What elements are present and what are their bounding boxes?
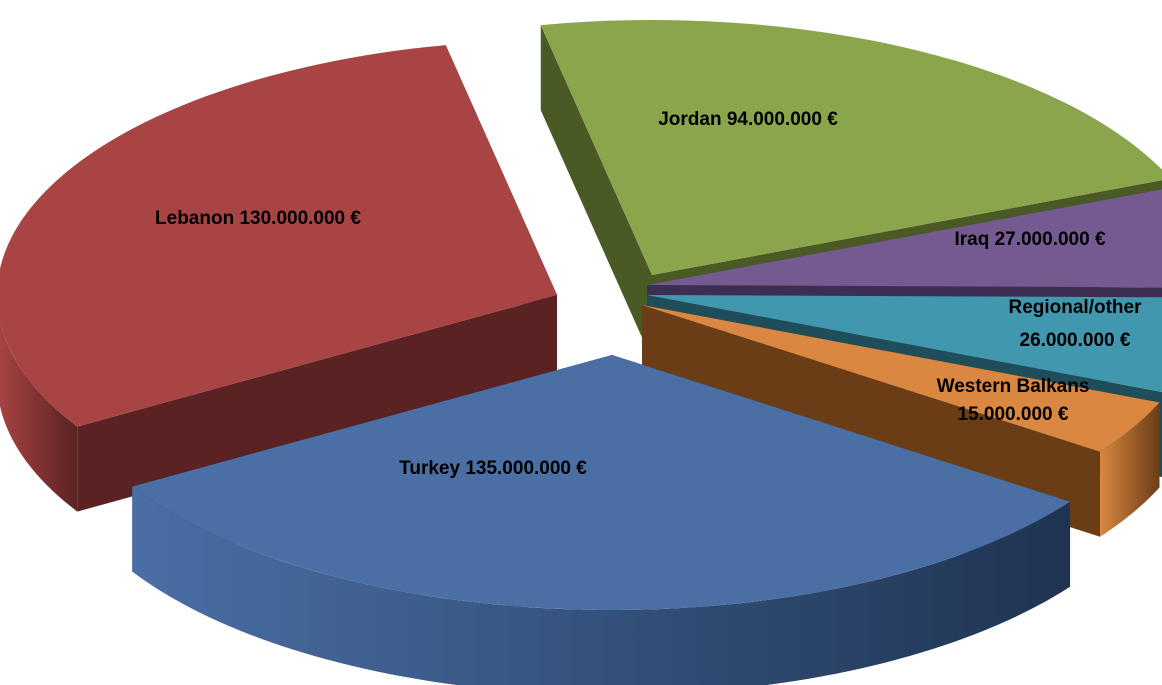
label-western-balkans-line-0: Western Balkans	[937, 376, 1090, 397]
label-regional-other-line-0: Regional/other	[1008, 297, 1142, 318]
pie-labels: Jordan 94.000.000 € Iraq 27.000.000 € Regi…	[155, 109, 1142, 479]
slice-jordan	[540, 20, 1162, 275]
western-balkans-side	[1100, 402, 1160, 537]
slice-western-balkans	[642, 305, 1160, 452]
label-western-balkans: Western Balkans 15.000.000 €	[937, 376, 1090, 425]
lebanon-wall-0	[77, 295, 558, 512]
slice-lebanon	[0, 45, 557, 427]
label-western-balkans-line-1: 15.000.000 €	[958, 404, 1069, 425]
slice-regional-other	[647, 295, 1162, 393]
label-turkey: Turkey 135.000.000 €	[399, 458, 587, 479]
slice-iraq	[647, 189, 1162, 288]
label-lebanon: Lebanon 130.000.000 €	[155, 208, 361, 229]
lebanon-side	[0, 321, 78, 512]
label-regional-other: Regional/other 26.000.000 €	[1008, 297, 1142, 351]
slice-turkey	[132, 355, 1071, 610]
label-regional-other-line-1: 26.000.000 €	[1020, 330, 1131, 351]
jordan-wall-0	[540, 25, 652, 361]
turkey-side	[132, 486, 1071, 685]
pie-tops	[0, 20, 1162, 610]
label-jordan: Jordan 94.000.000 €	[658, 109, 838, 130]
label-iraq: Iraq 27.000.000 €	[954, 229, 1105, 250]
